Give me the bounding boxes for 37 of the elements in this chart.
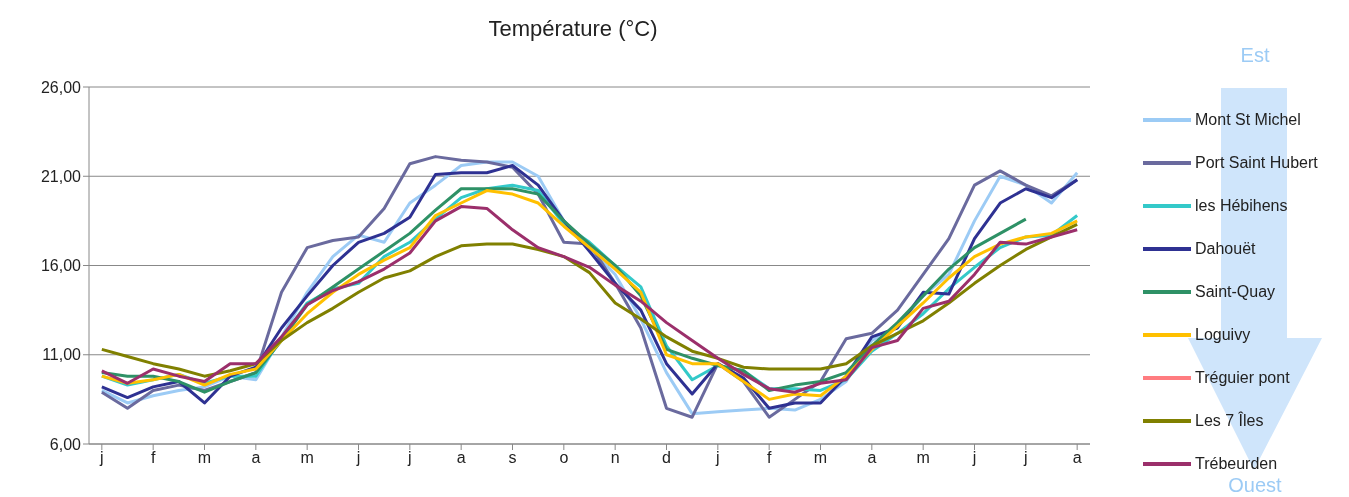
legend-label: Dahouët xyxy=(1195,239,1256,258)
y-tick-label: 11,00 xyxy=(42,346,82,364)
x-tick-label: n xyxy=(610,449,620,467)
x-tick-label: a xyxy=(867,449,877,467)
x-tick-label: m xyxy=(300,449,314,467)
x-tick-label: j xyxy=(355,449,361,467)
x-tick-label: j xyxy=(407,449,412,467)
y-tick-label: 16,00 xyxy=(40,257,82,275)
x-tick-label: m xyxy=(197,449,212,467)
x-tick-label: j xyxy=(971,449,977,467)
x-tick-label: d xyxy=(662,449,671,467)
x-tick-label: f xyxy=(766,449,772,467)
legend-label: les Hébihens xyxy=(1195,196,1288,215)
legend-label: Mont St Michel xyxy=(1195,110,1301,129)
x-tick-label: m xyxy=(813,449,828,467)
x-tick-label: o xyxy=(559,449,569,467)
y-tick-label: 26,00 xyxy=(40,78,82,96)
x-tick-label: m xyxy=(916,449,930,467)
text: Ouest xyxy=(1227,474,1283,497)
legend-label: Tréguier pont xyxy=(1195,368,1290,387)
legend-label: Les 7 Îles xyxy=(1195,411,1264,430)
legend-label: Loguivy xyxy=(1195,325,1251,344)
x-tick-label: j xyxy=(1023,449,1028,467)
text: Est xyxy=(1239,44,1271,67)
x-tick-label: a xyxy=(456,449,466,467)
x-tick-label: f xyxy=(150,449,156,467)
legend-label: Saint-Quay xyxy=(1195,282,1276,301)
chart-title: Température (°C) xyxy=(487,16,659,42)
y-tick-label: 21,00 xyxy=(40,167,82,185)
x-tick-label: a xyxy=(251,449,261,467)
legend-label: Port Saint Hubert xyxy=(1195,153,1318,172)
x-tick-label: j xyxy=(715,449,720,467)
x-tick-label: s xyxy=(508,449,517,467)
y-tick-label: 6,00 xyxy=(49,435,82,453)
x-tick-label: j xyxy=(99,449,104,467)
legend-label: Trébeurden xyxy=(1195,454,1278,473)
x-tick-label: a xyxy=(1072,449,1082,467)
